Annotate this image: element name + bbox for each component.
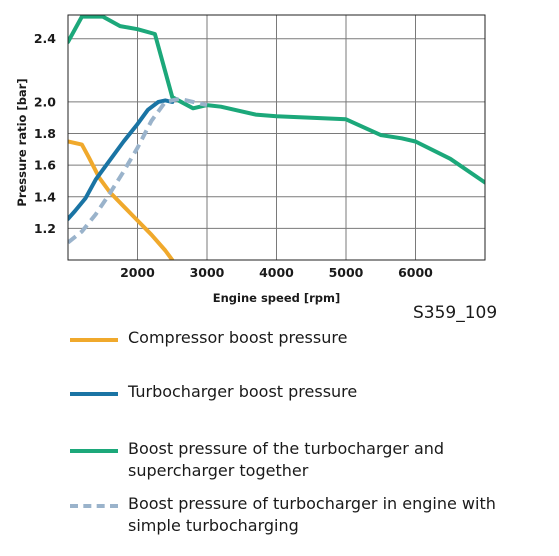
x-tick-label: 5000 (329, 265, 364, 280)
tick-labels: 2000 3000 4000 5000 6000 1.2 1.4 1.6 1.8 2.0 2.4 (34, 31, 433, 280)
legend-label-turbocharger: Turbocharger boost pressure (128, 382, 358, 401)
grid (68, 15, 485, 260)
chart: 2000 3000 4000 5000 6000 1.2 1.4 1.6 1.8 2.0 2.4 E… (15, 14, 486, 305)
series-layer (68, 15, 485, 260)
series-compressor (68, 139, 175, 260)
series-combined (68, 15, 485, 185)
y-axis-label: Pressure ratio [bar] (15, 78, 29, 206)
y-tick-label: 1.6 (34, 158, 56, 173)
legend-label-combined: Boost pressure of the turbocharger and s… (128, 439, 445, 480)
legend-label-compressor: Compressor boost pressure (128, 328, 348, 347)
series-simple-turbo (68, 96, 208, 245)
y-tick-label: 1.4 (34, 189, 56, 204)
x-axis-label: Engine speed [rpm] (213, 291, 341, 305)
legend-swatch-combined (70, 449, 118, 453)
legend-swatch-compressor (70, 338, 118, 342)
y-tick-label: 2.0 (34, 94, 56, 109)
y-tick-label: 1.8 (34, 126, 56, 141)
y-tick-label: 2.4 (34, 31, 56, 46)
plot-frame (67, 14, 486, 261)
series-turbocharger (68, 98, 175, 221)
x-tick-label: 2000 (120, 265, 155, 280)
y-tick-label: 1.2 (34, 221, 56, 236)
x-tick-label: 3000 (190, 265, 225, 280)
legend-label-simple-turbo: Boost pressure of turbocharger in engine… (128, 494, 496, 535)
x-tick-label: 4000 (259, 265, 294, 280)
x-tick-label: 6000 (398, 265, 433, 280)
figure-id: S359_109 (413, 303, 498, 323)
legend-swatch-turbocharger (70, 392, 118, 396)
legend-swatch-simple-turbo (70, 504, 118, 508)
